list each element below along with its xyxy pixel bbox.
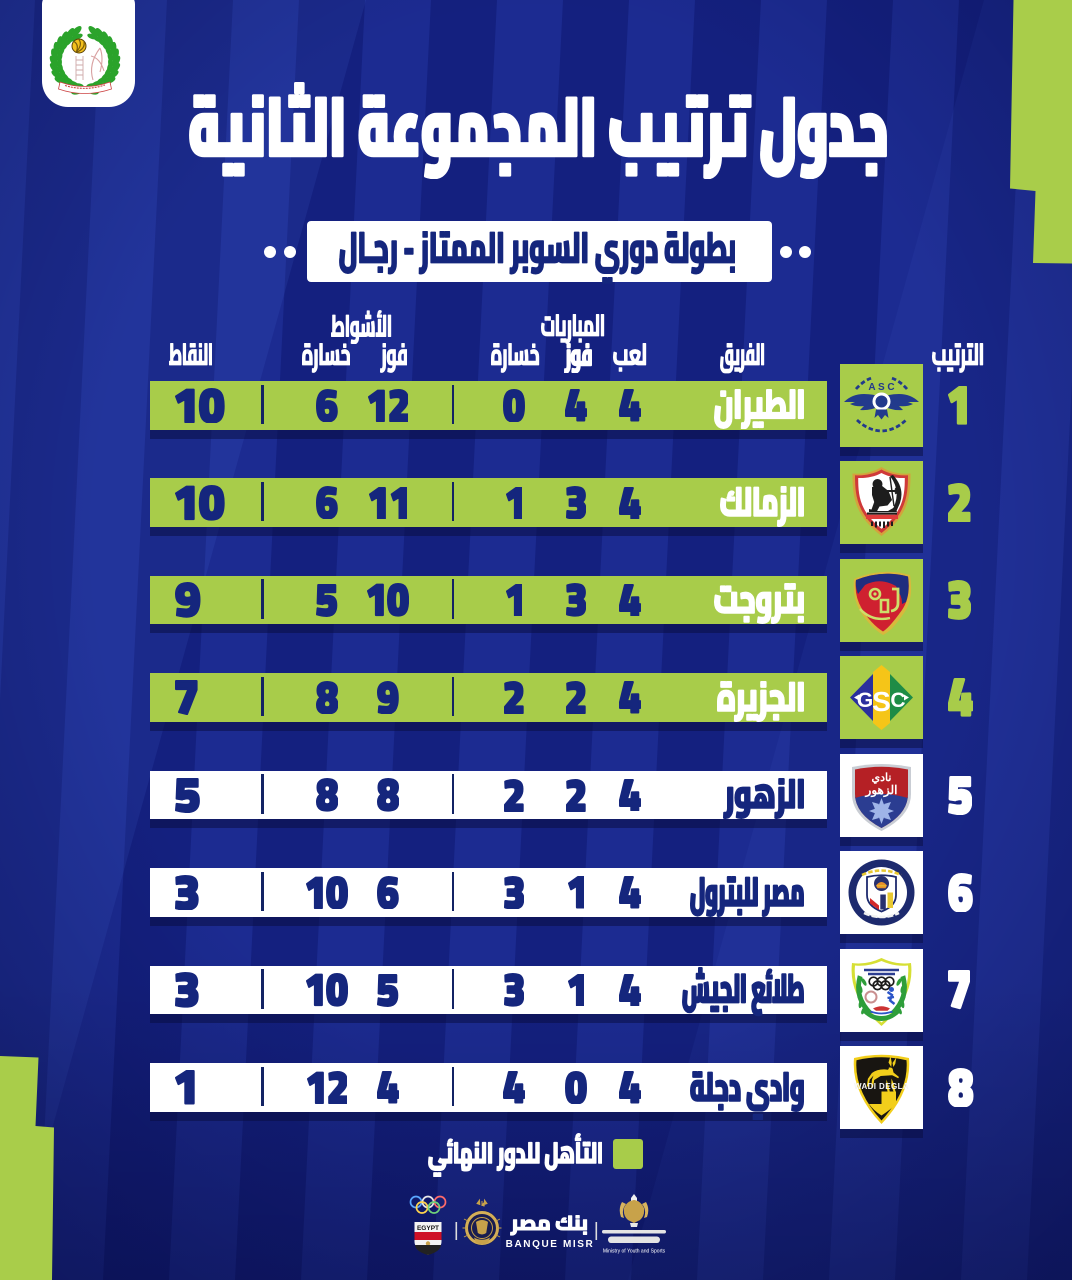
svg-text:الزهور: الزهور [865,783,898,798]
svg-text:A S C: A S C [868,382,894,393]
svg-text:Ministry of Youth and Sports: Ministry of Youth and Sports [603,1249,666,1255]
svg-text:S: S [872,686,891,717]
svg-text:C: C [890,689,905,712]
svg-text:WADI DEGLA: WADI DEGLA [854,1082,909,1091]
svg-text:G: G [857,689,873,712]
svg-text:EGYPT: EGYPT [417,1225,439,1232]
svg-text:نادي: نادي [872,772,892,785]
